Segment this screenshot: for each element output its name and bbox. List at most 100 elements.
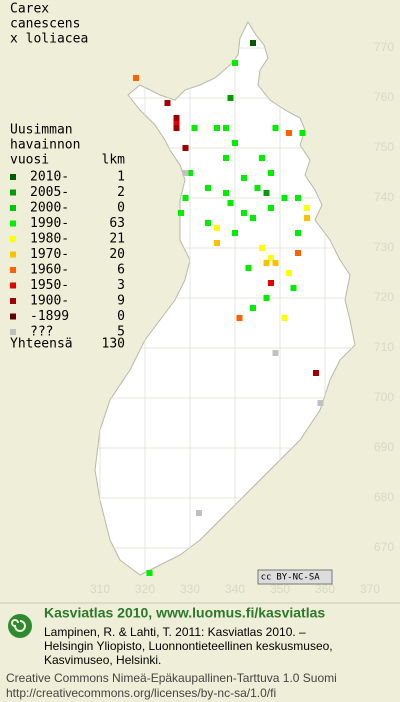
- legend-swatch: [10, 174, 16, 180]
- citation: Helsingin Yliopisto, Luonnontieteellinen…: [44, 639, 333, 653]
- occurrence-square: [272, 260, 279, 266]
- legend-heading: Uusimman: [10, 123, 73, 138]
- occurrence-square: [317, 400, 324, 406]
- occurrence-square: [223, 155, 229, 161]
- occurrence-square: [304, 215, 310, 221]
- legend-count: 3: [117, 278, 125, 293]
- legend-heading: lkm: [102, 153, 126, 168]
- site-name: Kasviatlas 2010, www.luomus.fi/kasviatla…: [44, 605, 325, 621]
- legend-count: 63: [109, 216, 125, 231]
- legend-swatch: [10, 205, 16, 211]
- legend-label: 1960-: [30, 263, 69, 278]
- occurrence-square: [223, 125, 229, 131]
- logo: [8, 614, 32, 638]
- occurrence-square: [173, 115, 180, 121]
- legend-label: ???: [30, 325, 53, 340]
- total-count: 130: [102, 337, 125, 352]
- occurrence-square: [236, 315, 243, 321]
- legend-label: 1980-: [30, 232, 69, 247]
- occurrence-square: [173, 125, 180, 131]
- occurrence-square: [227, 200, 234, 206]
- legend-label: 1950-: [30, 278, 69, 293]
- badge-box: [257, 569, 333, 585]
- occurrence-square: [241, 175, 247, 181]
- legend-count: 1: [117, 170, 125, 185]
- y-tick-label: 770: [374, 40, 394, 54]
- y-tick-label: 710: [374, 340, 394, 354]
- legend-count: 20: [109, 247, 125, 262]
- occurrence-square: [313, 370, 319, 376]
- occurrence-square: [182, 170, 189, 176]
- legend-label: 2010-: [30, 170, 69, 185]
- occurrence-square: [205, 185, 211, 191]
- legend-label: -1899: [30, 309, 69, 324]
- y-tick-label: 670: [374, 540, 394, 554]
- occurrence-square: [232, 230, 238, 236]
- occurrence-square: [245, 265, 252, 271]
- citation: Lampinen, R. & Lahti, T. 2011: Kasviatla…: [44, 625, 306, 639]
- occurrence-square: [263, 190, 270, 196]
- occurrence-square: [214, 225, 220, 231]
- occurrence-square: [182, 195, 189, 201]
- legend-label: 2000-: [30, 201, 69, 216]
- occurrence-square: [263, 260, 270, 266]
- legend-swatch: [10, 267, 16, 273]
- occurrence-square: [164, 100, 171, 106]
- x-tick-label: 350: [270, 582, 290, 596]
- x-tick-label: 330: [180, 582, 200, 596]
- legend-count: 0: [117, 309, 125, 324]
- occurrence-square: [286, 130, 292, 136]
- x-tick-label: 360: [315, 582, 335, 596]
- title-line: x loliacea: [10, 32, 88, 47]
- occurrence-square: [281, 315, 288, 321]
- legend-count: 5: [117, 325, 125, 340]
- occurrence-square: [223, 190, 229, 196]
- occurrence-square: [178, 210, 184, 216]
- legend-swatch: [10, 220, 16, 227]
- x-tick-label: 370: [360, 582, 380, 596]
- occurrence-square: [254, 185, 261, 191]
- occurrence-square: [259, 155, 265, 161]
- occurrence-square: [146, 570, 153, 576]
- x-tick-label: 310: [90, 582, 110, 596]
- badge-terms: BY-NC-SA: [276, 573, 320, 583]
- occurrence-square: [268, 280, 274, 286]
- legend-swatch: [10, 329, 16, 335]
- occurrence-square: [259, 245, 265, 251]
- occurrence-square: [173, 120, 180, 126]
- legend-count: 6: [117, 263, 125, 278]
- legend-swatch: [10, 189, 16, 196]
- occurrence-square: [272, 350, 279, 356]
- occurrence-square: [133, 75, 139, 81]
- occurrence-square: [214, 240, 220, 246]
- occurrence-square: [227, 95, 234, 101]
- legend-swatch: [10, 298, 16, 304]
- y-tick-label: 680: [374, 490, 394, 504]
- legend-count: 0: [117, 201, 125, 216]
- occurrences: [133, 40, 324, 576]
- legend-swatch: [10, 236, 16, 242]
- occurrence-square: [232, 60, 238, 66]
- legend-swatch: [10, 313, 16, 320]
- badge-cc: cc: [261, 573, 272, 583]
- occurrence-square: [272, 125, 279, 131]
- y-tick-label: 700: [374, 390, 394, 404]
- x-tick-label: 340: [225, 582, 245, 596]
- occurrence-square: [286, 270, 292, 276]
- occurrence-square: [250, 305, 256, 311]
- occurrence-square: [187, 170, 193, 176]
- y-tick-label: 760: [374, 90, 394, 104]
- x-tick-label: 320: [135, 582, 155, 596]
- occurrence-square: [268, 170, 274, 176]
- occurrence-square: [232, 140, 238, 146]
- license-url: http://creativecommons.org/licenses/by-n…: [6, 686, 276, 700]
- occurrence-square: [191, 125, 198, 131]
- legend-heading: vuosi: [10, 153, 49, 168]
- occurrence-square: [241, 210, 247, 216]
- occurrence-square: [295, 195, 301, 201]
- legend-heading: havainnon: [10, 138, 80, 153]
- occurrence-square: [295, 250, 301, 256]
- occurrence-square: [268, 205, 274, 211]
- occurrence-square: [214, 125, 220, 131]
